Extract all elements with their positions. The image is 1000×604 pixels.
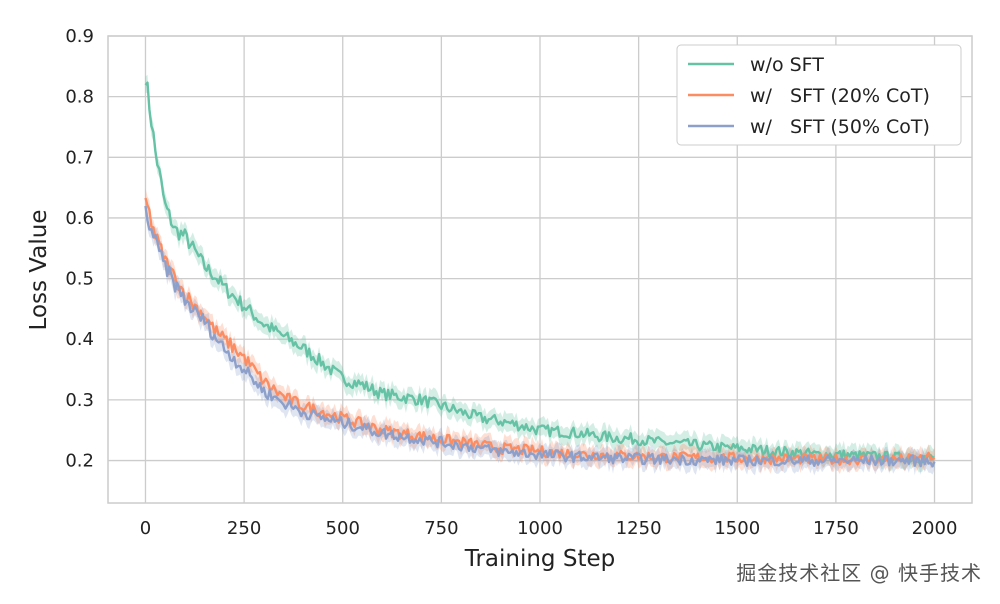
legend: w/o SFT w/ SFT (20% CoT) w/ SFT (50% CoT…: [676, 44, 962, 146]
y-axis-label: Loss Value: [26, 210, 52, 331]
x-tick-label-3: 750: [424, 518, 458, 539]
x-tick-labels: 0 250 500 750 1000 1250 1500 1750 2000: [140, 518, 958, 539]
y-tick-label-5: 0.7: [65, 147, 94, 168]
watermark: 掘金技术社区 @ 快手技术: [736, 561, 982, 585]
legend-label-0: w/o SFT: [750, 54, 824, 76]
y-tick-label-1: 0.3: [65, 390, 94, 411]
x-tick-label-6: 1500: [714, 518, 760, 539]
x-tick-label-0: 0: [140, 518, 151, 539]
series-line-2: [144, 205, 936, 468]
legend-label-1: w/ SFT (20% CoT): [750, 85, 930, 107]
y-tick-label-7: 0.9: [65, 26, 94, 47]
y-tick-label-0: 0.2: [65, 451, 94, 472]
y-tick-label-2: 0.4: [65, 329, 94, 350]
x-tick-label-7: 1750: [813, 518, 859, 539]
series-bands: [145, 74, 935, 476]
series-band-0: [145, 74, 935, 473]
x-axis-label: Training Step: [464, 546, 615, 572]
x-tick-label-1: 250: [227, 518, 261, 539]
y-tick-label-3: 0.5: [65, 269, 94, 290]
series-lines: [144, 81, 936, 468]
y-tick-label-6: 0.8: [65, 87, 94, 108]
x-tick-label-5: 1250: [616, 518, 662, 539]
x-tick-label-8: 2000: [912, 518, 958, 539]
y-tick-label-4: 0.6: [65, 208, 94, 229]
y-tick-labels: 0.2 0.3 0.4 0.5 0.6 0.7 0.8 0.9: [65, 26, 94, 472]
x-tick-label-4: 1000: [517, 518, 563, 539]
x-tick-label-2: 500: [326, 518, 360, 539]
legend-box: [676, 44, 962, 146]
legend-label-2: w/ SFT (50% CoT): [750, 116, 930, 138]
